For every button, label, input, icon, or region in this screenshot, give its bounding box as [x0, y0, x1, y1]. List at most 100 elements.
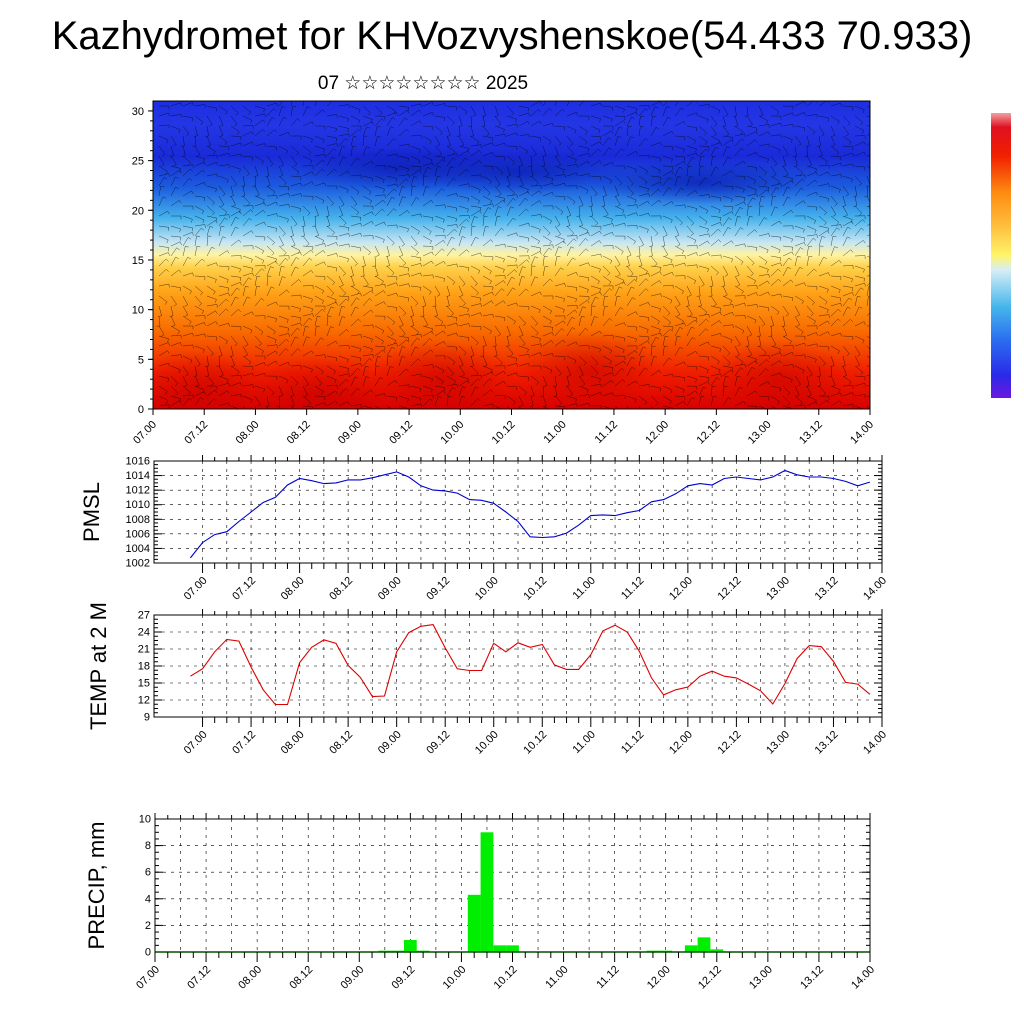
- x-tick-label: 11.12: [619, 729, 646, 756]
- pmsl-panel: 1002 1004 1006 1008 1010 1012 1014 1016 07.00 07.…: [79, 455, 889, 603]
- y-tick-label: 18: [138, 661, 150, 673]
- x-tick-label: 10.00: [473, 729, 501, 757]
- x-tick-label: 07.00: [134, 964, 162, 992]
- x-tick-label: 07.00: [131, 419, 159, 447]
- x-tick-label: 10.12: [490, 419, 518, 447]
- y-tick-label: 1014: [126, 470, 150, 482]
- x-tick-label: 13.12: [813, 575, 841, 603]
- x-tick-label: 08.12: [327, 729, 355, 757]
- y-tick-label: 1006: [126, 528, 150, 540]
- y-axis-title: PRECIP, mm: [84, 822, 109, 950]
- x-tick-label: 09.00: [376, 729, 404, 757]
- x-tick-label: 10.12: [521, 575, 549, 603]
- x-tick-label: 11.00: [571, 575, 598, 602]
- y-tick-label: 1002: [126, 558, 150, 570]
- x-tick-label: 09.12: [424, 729, 452, 757]
- y-tick-label: 10: [139, 814, 151, 826]
- x-tick-label: 07.00: [182, 575, 210, 603]
- y-tick-label: 1004: [126, 543, 150, 555]
- precip-bar: [697, 937, 711, 952]
- x-tick-label: 10.00: [441, 964, 469, 992]
- colorbar: [991, 113, 1011, 398]
- precip-panel: 0 2 4 6 8 10 07.00 07.12 08.00 08.12 09.00 09.12 10.…: [84, 813, 877, 992]
- y-tick-label: 30: [132, 106, 144, 118]
- precip-bar: [506, 945, 519, 952]
- warm-core: [710, 340, 850, 409]
- y-tick-label: 9: [144, 712, 150, 724]
- warm-core: [153, 350, 270, 409]
- y-tick-label: 1010: [126, 499, 150, 511]
- x-tick-label: 09.12: [424, 575, 452, 603]
- warm-core: [250, 355, 390, 409]
- x-tick-label: 08.00: [279, 575, 307, 603]
- y-tick-label: 6: [145, 867, 151, 879]
- y-tick-label: 15: [138, 678, 150, 690]
- temp-panel: 9 12 15 18 21 24 27 07.00 07.12 08.00 08.12 09.00 09…: [86, 602, 889, 757]
- x-tick-label: 10.12: [521, 729, 549, 757]
- precip-bar: [467, 894, 481, 952]
- x-tick-label: 13.12: [797, 419, 825, 447]
- precip-bar: [403, 940, 417, 952]
- y-tick-label: 2: [145, 920, 151, 932]
- x-tick-label: 12.00: [667, 575, 695, 603]
- x-tick-label: 11.00: [541, 419, 568, 446]
- x-tick-label: 10.12: [492, 964, 520, 992]
- x-tick-label: 13.12: [798, 964, 826, 992]
- y-tick-label: 15: [132, 255, 144, 267]
- series-line: [189, 469, 871, 559]
- x-tick-label: 13.00: [764, 575, 792, 603]
- x-tick-label: 07.12: [182, 419, 210, 447]
- y-tick-label: 27: [138, 610, 150, 622]
- x-tick-label: 14.00: [861, 729, 889, 757]
- x-tick-label: 11.12: [594, 964, 621, 991]
- y-tick-label: 1008: [126, 514, 150, 526]
- y-tick-label: 5: [138, 354, 144, 366]
- x-tick-label: 08.12: [285, 419, 313, 447]
- wind-barbs: [156, 101, 870, 409]
- x-tick-label: 09.00: [338, 964, 366, 992]
- y-tick-label: 1016: [126, 456, 150, 468]
- cold-core: [290, 146, 510, 190]
- x-tick-label: 12.00: [667, 729, 695, 757]
- y-tick-label: 1012: [126, 485, 150, 497]
- y-axis-title: TEMP at 2 M: [86, 602, 111, 730]
- precip-bar: [480, 832, 494, 952]
- x-tick-label: 08.00: [236, 964, 264, 992]
- x-tick-label: 09.00: [336, 419, 364, 447]
- x-tick-label: 14.00: [849, 964, 877, 992]
- x-tick-label: 07.00: [182, 729, 210, 757]
- y-tick-label: 0: [138, 404, 144, 416]
- x-tick-label: 09.12: [387, 419, 415, 447]
- x-tick-label: 10.00: [438, 419, 466, 447]
- x-tick-label: 07.12: [230, 575, 258, 603]
- x-tick-label: 13.12: [813, 729, 841, 757]
- x-tick-label: 12.12: [695, 419, 723, 447]
- x-tick-label: 13.00: [746, 419, 774, 447]
- x-tick-label: 12.12: [716, 575, 744, 603]
- precip-bar: [710, 949, 724, 952]
- x-tick-label: 12.12: [696, 964, 724, 992]
- x-tick-label: 10.00: [473, 575, 501, 603]
- x-tick-label: 14.00: [861, 575, 889, 603]
- x-tick-label: 11.12: [619, 575, 646, 602]
- x-tick-label: 12.00: [645, 964, 673, 992]
- x-tick-label: 08.12: [287, 964, 315, 992]
- x-tick-label: 11.00: [543, 964, 570, 991]
- x-tick-label: 07.12: [230, 729, 258, 757]
- x-tick-label: 08.00: [279, 729, 307, 757]
- y-tick-label: 20: [132, 205, 144, 217]
- grid-lines: [154, 460, 883, 564]
- grid-lines: [154, 818, 871, 953]
- series-line: [190, 624, 871, 706]
- y-axis-title: PMSL: [79, 482, 104, 542]
- x-tick-label: 13.00: [747, 964, 775, 992]
- wind-barb-lines: [156, 101, 870, 409]
- y-tick-label: 8: [145, 840, 151, 852]
- y-tick-label: 4: [145, 893, 151, 905]
- precip-bar: [493, 945, 507, 952]
- y-tick-label: 25: [132, 156, 144, 168]
- y-tick-label: 10: [132, 305, 144, 317]
- y-tick-label: 12: [138, 695, 150, 707]
- x-tick-label: 13.00: [764, 729, 792, 757]
